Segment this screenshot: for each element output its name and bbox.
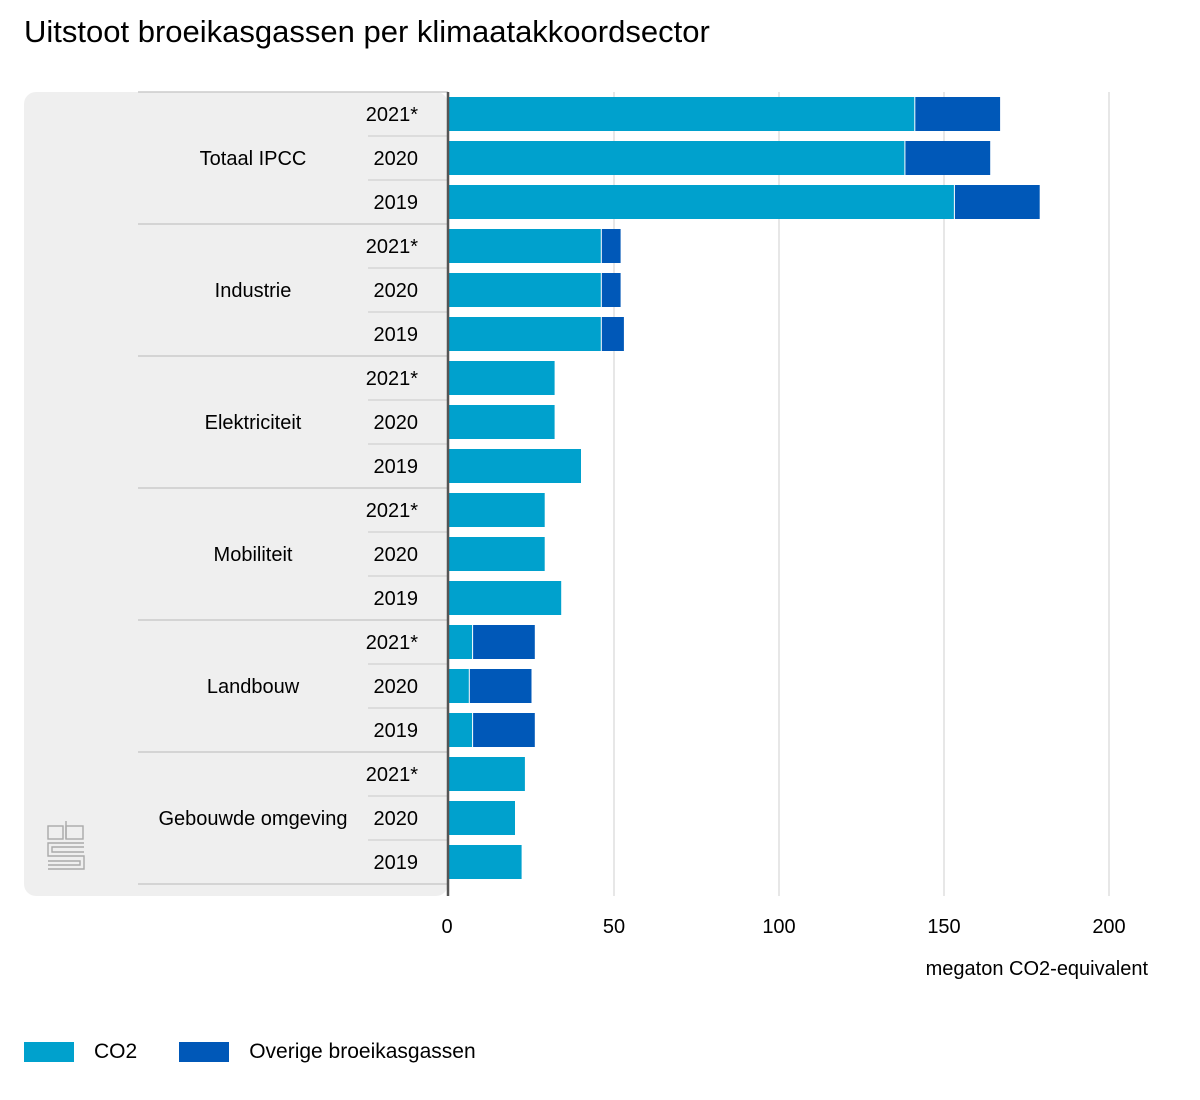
label-panel-background [24, 92, 448, 896]
year-label: 2019 [374, 456, 419, 478]
bar-co2 [449, 669, 469, 703]
bar-overige [473, 625, 535, 659]
gridlines [613, 92, 1110, 896]
year-label: 2020 [374, 808, 419, 830]
bar-overige [601, 229, 621, 263]
bar-overige [601, 317, 624, 351]
group-label: Industrie [215, 280, 292, 302]
bar-co2 [449, 141, 905, 175]
year-label: 2021* [366, 632, 418, 654]
legend-label-co2: CO2 [94, 1040, 138, 1063]
year-label: 2021* [366, 368, 418, 390]
bar-co2 [449, 405, 555, 439]
year-label: 2020 [374, 412, 419, 434]
year-label: 2020 [374, 280, 419, 302]
category-labels: Totaal IPCC 2021* 2020 2019 Industrie 2021* 20… [158, 104, 418, 874]
bar-co2 [449, 449, 581, 483]
year-label: 2019 [374, 588, 419, 610]
year-label: 2019 [374, 852, 419, 874]
x-tick-label: 100 [762, 916, 795, 938]
legend-swatch-co2 [24, 1042, 74, 1062]
bar-co2 [449, 801, 515, 835]
x-tick-label: 0 [441, 916, 452, 938]
year-label: 2021* [366, 764, 418, 786]
year-label: 2019 [374, 720, 419, 742]
legend-label-overige: Overige broeikasgassen [249, 1040, 476, 1063]
legend: CO2 Overige broeikasgassen [24, 1040, 518, 1064]
bar-co2 [449, 317, 601, 351]
bar-co2 [449, 845, 522, 879]
bar-co2 [449, 97, 915, 131]
x-tick-label: 150 [927, 916, 960, 938]
bar-co2 [449, 361, 555, 395]
group-label: Landbouw [207, 676, 300, 698]
bar-overige [954, 185, 1040, 219]
bar-co2 [449, 537, 545, 571]
row-separators [138, 91, 448, 885]
bar-co2 [449, 625, 473, 659]
bar-overige [601, 273, 621, 307]
year-label: 2020 [374, 148, 419, 170]
bar-overige [473, 713, 535, 747]
bars [449, 97, 1040, 879]
year-label: 2021* [366, 236, 418, 258]
x-axis-ticks: 0 50 100 150 200 [441, 916, 1125, 938]
legend-item-co2: CO2 [24, 1040, 137, 1064]
year-label: 2019 [374, 192, 419, 214]
bar-co2 [449, 185, 954, 219]
bar-chart: Totaal IPCC 2021* 2020 2019 Industrie 2021* 20… [24, 91, 1149, 980]
bar-co2 [449, 229, 601, 263]
group-label: Mobiliteit [214, 544, 293, 566]
bar-co2 [449, 713, 473, 747]
legend-item-overige: Overige broeikasgassen [179, 1040, 476, 1064]
group-label: Elektriciteit [205, 412, 302, 434]
group-label: Totaal IPCC [200, 148, 307, 170]
year-label: 2020 [374, 676, 419, 698]
chart-title: Uitstoot broeikasgassen per klimaatakkoo… [24, 14, 710, 49]
x-tick-label: 50 [603, 916, 625, 938]
x-tick-label: 200 [1092, 916, 1125, 938]
bar-overige [905, 141, 991, 175]
bar-co2 [449, 493, 545, 527]
x-axis-label: megaton CO2-equivalent [926, 958, 1149, 980]
bar-co2 [449, 581, 562, 615]
cbs-logo-icon [47, 821, 85, 870]
group-label: Gebouwde omgeving [158, 808, 347, 830]
bar-co2 [449, 273, 601, 307]
bar-overige [469, 669, 532, 703]
year-label: 2021* [366, 104, 418, 126]
year-label: 2019 [374, 324, 419, 346]
legend-swatch-overige [179, 1042, 230, 1062]
year-label: 2021* [366, 500, 418, 522]
year-label: 2020 [374, 544, 419, 566]
bar-co2 [449, 757, 525, 791]
bar-overige [915, 97, 1001, 131]
